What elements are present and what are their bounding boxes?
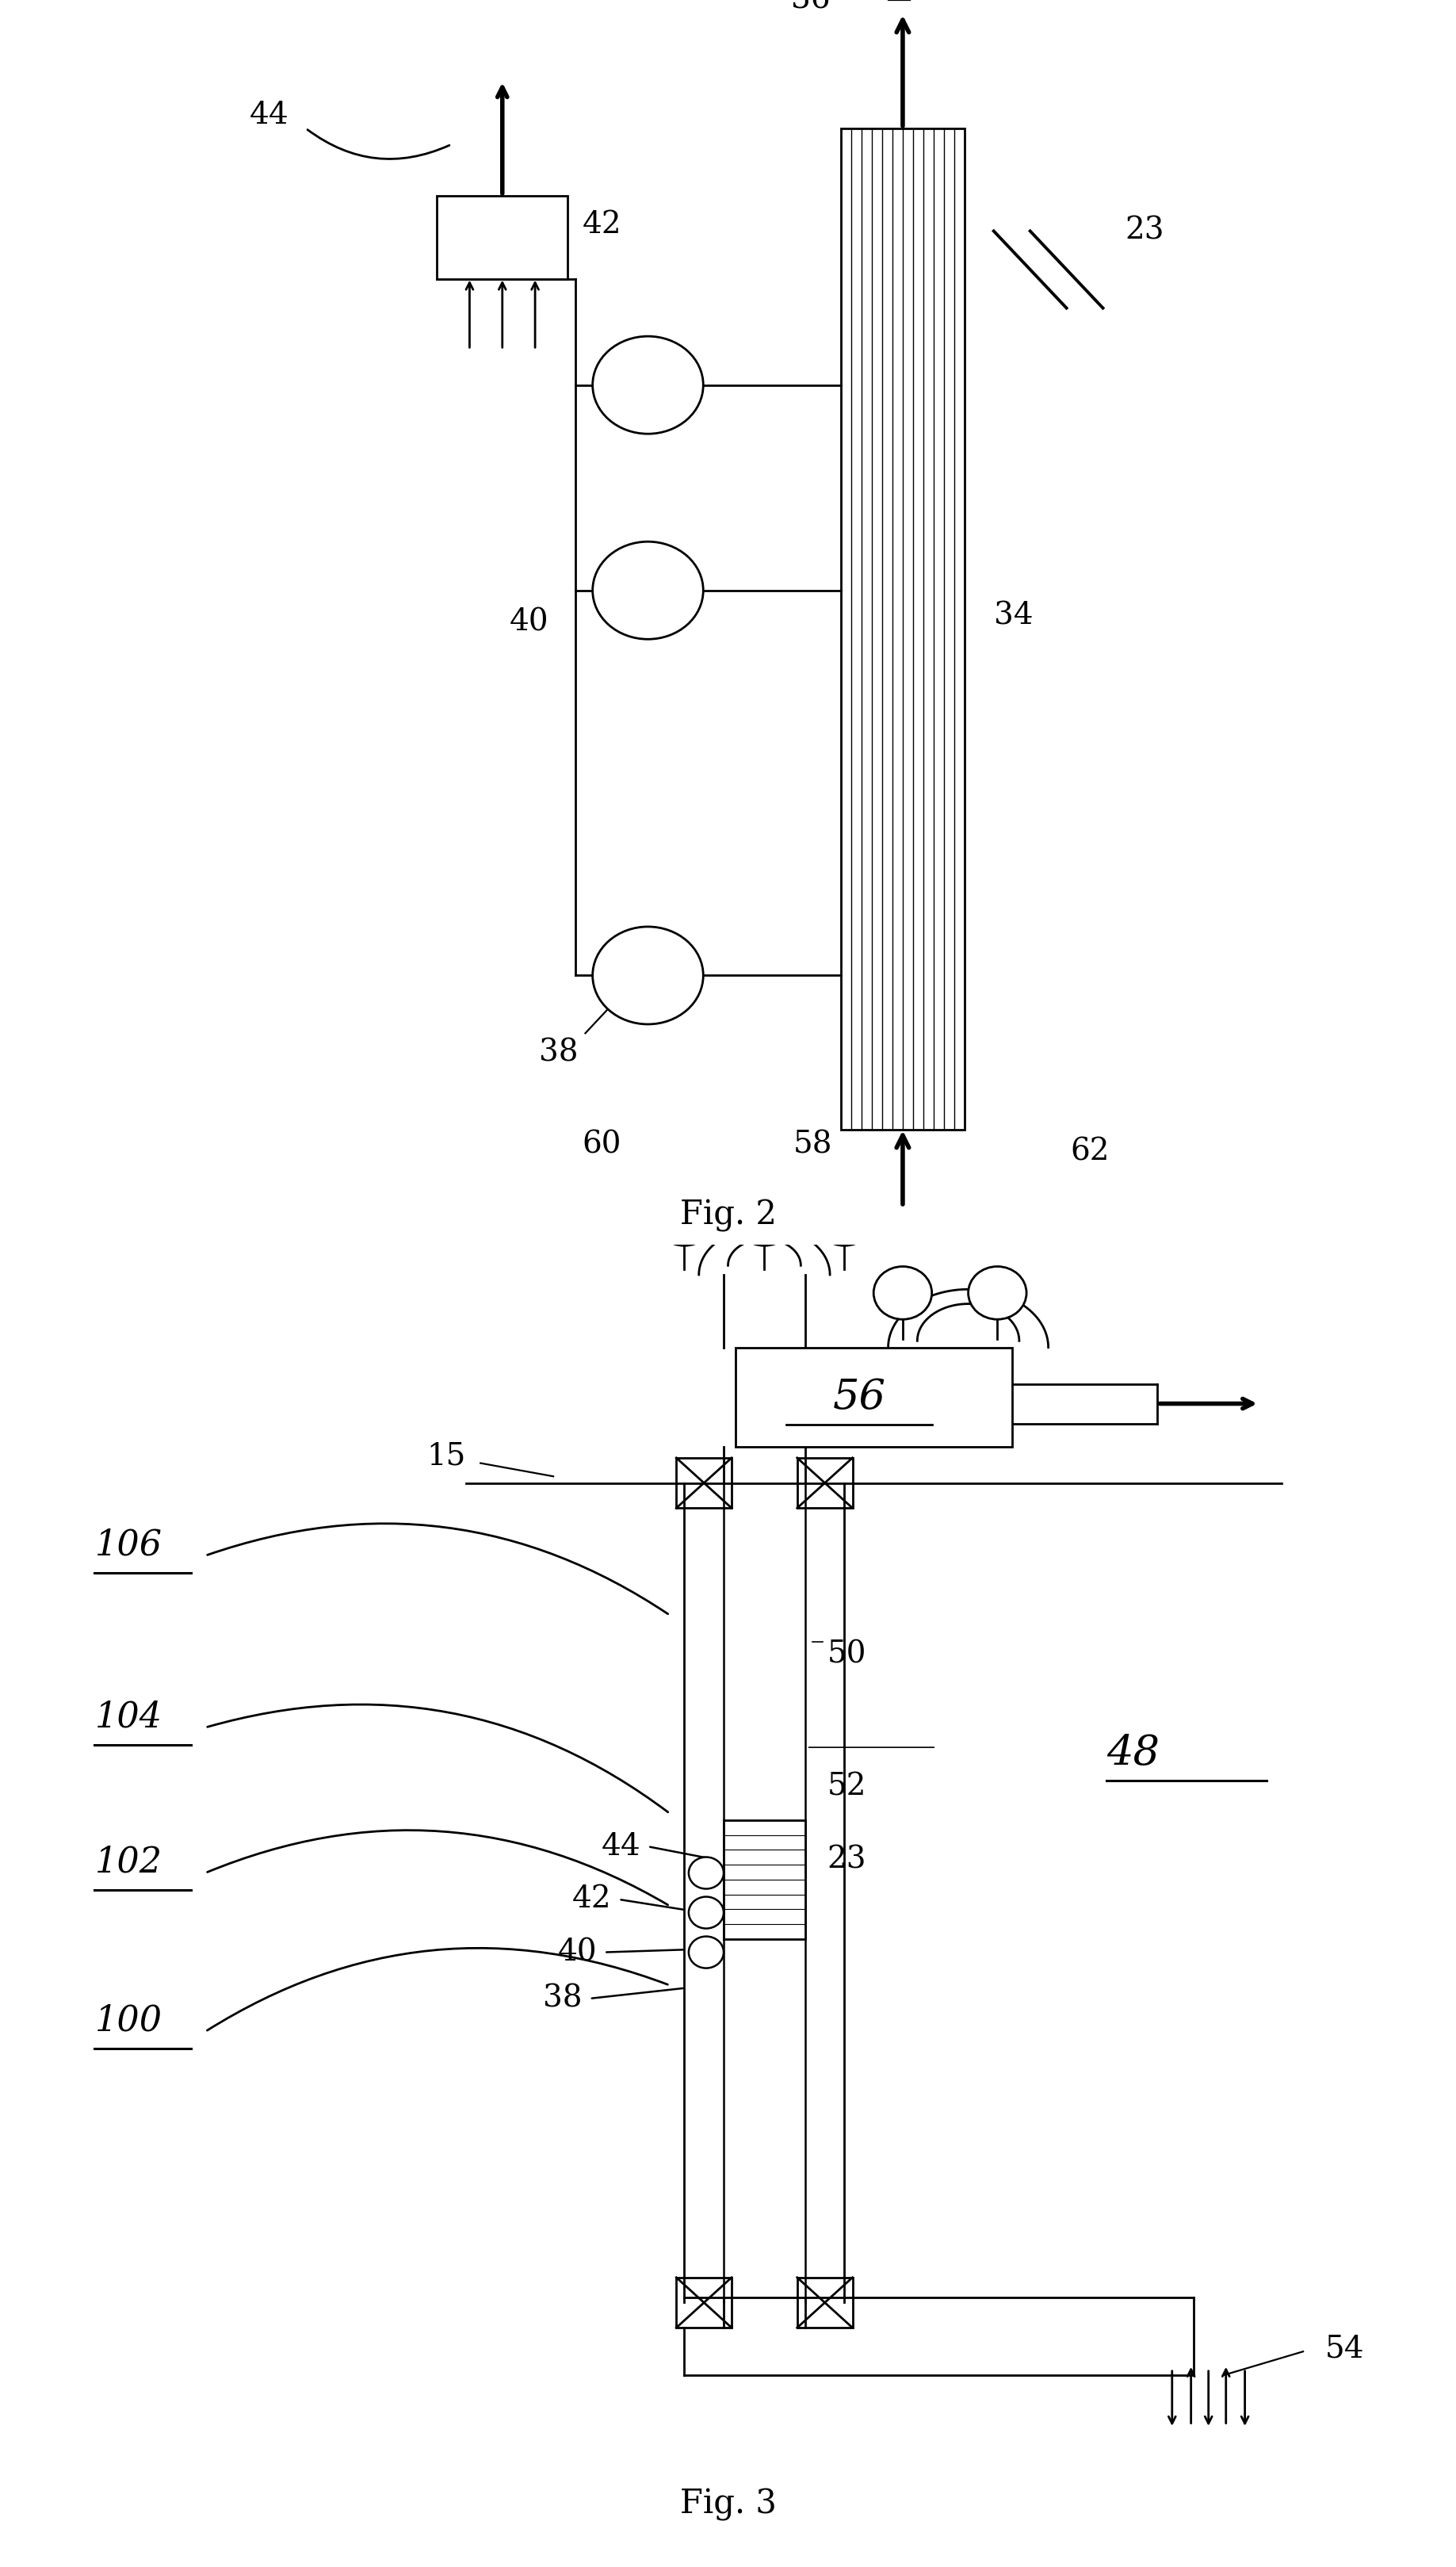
Text: 40: 40: [558, 1938, 597, 1966]
Bar: [842, 128, 965, 1129]
Text: 52: 52: [827, 1771, 866, 1802]
Circle shape: [689, 1936, 724, 1969]
Bar: [677, 1458, 732, 1507]
Bar: [735, 1348, 1012, 1448]
Text: 60: 60: [582, 1129, 622, 1160]
Text: 48: 48: [1107, 1733, 1159, 1774]
Text: 23: 23: [827, 1846, 866, 1874]
Circle shape: [815, 1194, 874, 1245]
Circle shape: [593, 336, 703, 434]
Circle shape: [689, 1897, 724, 1928]
Circle shape: [593, 542, 703, 639]
Circle shape: [968, 1266, 1026, 1319]
Bar: [798, 2277, 853, 2328]
Text: 102: 102: [95, 1846, 162, 1879]
Text: 58: 58: [794, 1129, 833, 1160]
Text: 54: 54: [1325, 2333, 1364, 2364]
Bar: [677, 2277, 732, 2328]
Text: 100: 100: [95, 2005, 162, 2038]
Bar: [724, 1820, 805, 1938]
Text: 40: 40: [510, 608, 549, 637]
Bar: [798, 1458, 853, 1507]
Text: 42: 42: [572, 1884, 612, 1915]
Text: 44: 44: [601, 1833, 641, 1861]
Text: 36: 36: [791, 0, 830, 15]
Circle shape: [874, 1266, 932, 1319]
Circle shape: [593, 927, 703, 1024]
Text: Fig. 2: Fig. 2: [680, 1199, 776, 1232]
Text: 104: 104: [95, 1699, 162, 1735]
Text: Fig. 3: Fig. 3: [680, 2487, 776, 2521]
Text: 38: 38: [543, 1984, 582, 2013]
Text: 42: 42: [582, 210, 622, 239]
Bar: [437, 195, 568, 280]
Text: 106: 106: [95, 1527, 162, 1563]
Text: 23: 23: [1125, 216, 1163, 246]
Text: 62: 62: [1070, 1137, 1109, 1165]
Circle shape: [735, 1194, 794, 1245]
Text: 44: 44: [249, 100, 290, 131]
Circle shape: [689, 1856, 724, 1889]
Text: 56: 56: [833, 1376, 885, 1417]
Text: 50: 50: [827, 1640, 866, 1669]
Circle shape: [655, 1194, 713, 1245]
Text: 38: 38: [539, 1037, 578, 1068]
Text: 15: 15: [427, 1443, 466, 1471]
Text: 34: 34: [994, 601, 1034, 631]
